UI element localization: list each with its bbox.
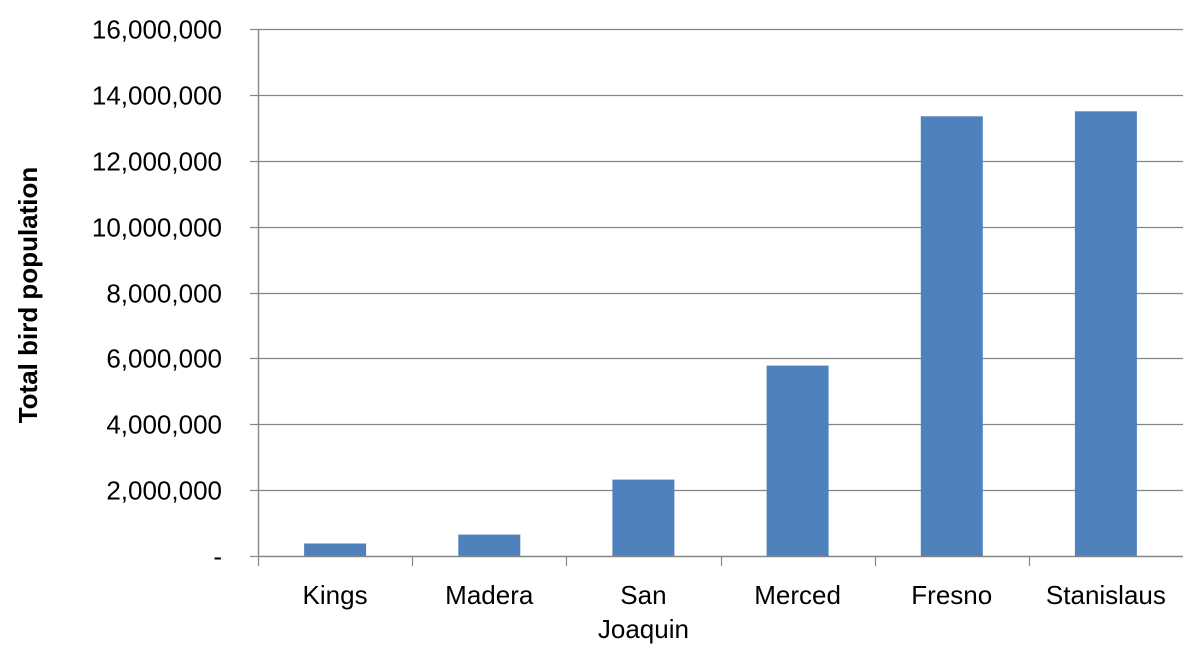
x-tick-labels: Kings Madera San Joaquin Merced Fresno Stanisl… [303, 580, 1166, 644]
bars [304, 111, 1137, 557]
bar-stanislaus [1074, 111, 1137, 557]
x-tick-label: Kings [303, 580, 368, 610]
y-tick-label: 12,000,000 [92, 147, 222, 177]
x-tick-label: San Joaquin [598, 580, 689, 644]
y-tick-label: 14,000,000 [92, 81, 222, 111]
y-tick-label: - [213, 542, 222, 572]
bar-madera [458, 534, 521, 556]
y-axis-title: Total bird population [13, 167, 43, 424]
bar-merced [766, 365, 829, 556]
bar-kings [304, 543, 367, 556]
x-tick-label: Fresno [911, 580, 992, 610]
y-tick-labels: - 2,000,000 4,000,000 6,000,000 8,000,000 10,… [92, 15, 222, 572]
x-tick-label: Merced [754, 580, 841, 610]
y-tick-label: 10,000,000 [92, 213, 222, 243]
y-tick-label: 4,000,000 [106, 410, 222, 440]
y-tick-label: 2,000,000 [106, 476, 222, 506]
y-tick-label: 6,000,000 [106, 344, 222, 374]
bar-san-joaquin [612, 479, 675, 556]
y-tick-label: 16,000,000 [92, 15, 222, 45]
bar-fresno [920, 116, 983, 557]
x-tick-label: Madera [445, 580, 534, 610]
gridlines [258, 28, 1183, 492]
x-tick-label: Stanislaus [1046, 580, 1166, 610]
y-tick-label: 8,000,000 [106, 279, 222, 309]
axes [250, 28, 1183, 566]
